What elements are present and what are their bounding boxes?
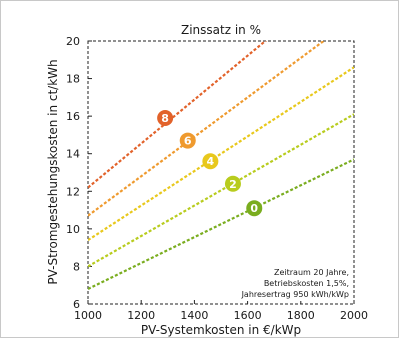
series-marker-label: 6 [184, 135, 192, 148]
series-markers: 02 4 6 8 [157, 110, 263, 217]
series-marker-0 [246, 200, 263, 217]
annotation-line-1: Zeitraum 20 Jahre, [274, 268, 349, 277]
x-tick-label: 1600 [234, 309, 262, 322]
x-tick-label: 2000 [340, 309, 368, 322]
series-lines [88, 41, 354, 290]
series-marker-8 [157, 110, 174, 127]
x-tick-label: 1200 [127, 309, 155, 322]
y-tick-label: 20 [66, 35, 80, 48]
annotation-box: Zeitraum 20 Jahre, Betriebskosten 1,5%, … [241, 265, 352, 301]
annotation-background [244, 265, 352, 301]
series-marker-label: 8 [161, 112, 169, 125]
chart-title: Zinssatz in % [181, 23, 261, 37]
y-tick-label: 18 [66, 73, 80, 86]
series-line-2 [88, 113, 354, 268]
plot-area-border [87, 40, 355, 305]
y-tick-label: 10 [66, 223, 80, 236]
y-tick-label: 8 [73, 260, 80, 273]
series-marker-6 [179, 132, 196, 149]
annotation-line-2: Betriebskosten 1,5%, [264, 279, 349, 288]
x-tick-label: 1800 [287, 309, 315, 322]
series-line-8 [88, 41, 268, 189]
series-marker-label: 4 [207, 155, 215, 168]
y-tick-label: 14 [66, 148, 80, 161]
series-marker-4 [202, 153, 219, 170]
y-axis-label: PV-Stromgestehungskosten in ct/kWh [46, 59, 60, 284]
x-tick-label: 1000 [74, 309, 102, 322]
series-marker-2 [224, 175, 241, 192]
series-line-4 [88, 66, 354, 242]
annotation-line-3: Jahresertrag 950 kWh/kWp [241, 290, 349, 299]
y-tick-label: 12 [66, 185, 80, 198]
y-tick-label: 6 [73, 298, 80, 311]
x-axis-ticks: 1000 1200 1400 1600 1800 2000 [74, 300, 368, 322]
y-axis-ticks: 6 8 10 12 14 16 18 20 [66, 35, 92, 311]
series-marker-label: 0 [250, 202, 258, 215]
x-axis-label: PV-Systemkosten in €/kWp [141, 323, 301, 337]
y-tick-label: 16 [66, 110, 80, 123]
series-line-0 [88, 158, 354, 290]
series-marker-label: 2 [229, 178, 237, 191]
series-line-6 [88, 41, 326, 217]
x-tick-label: 1400 [180, 309, 208, 322]
